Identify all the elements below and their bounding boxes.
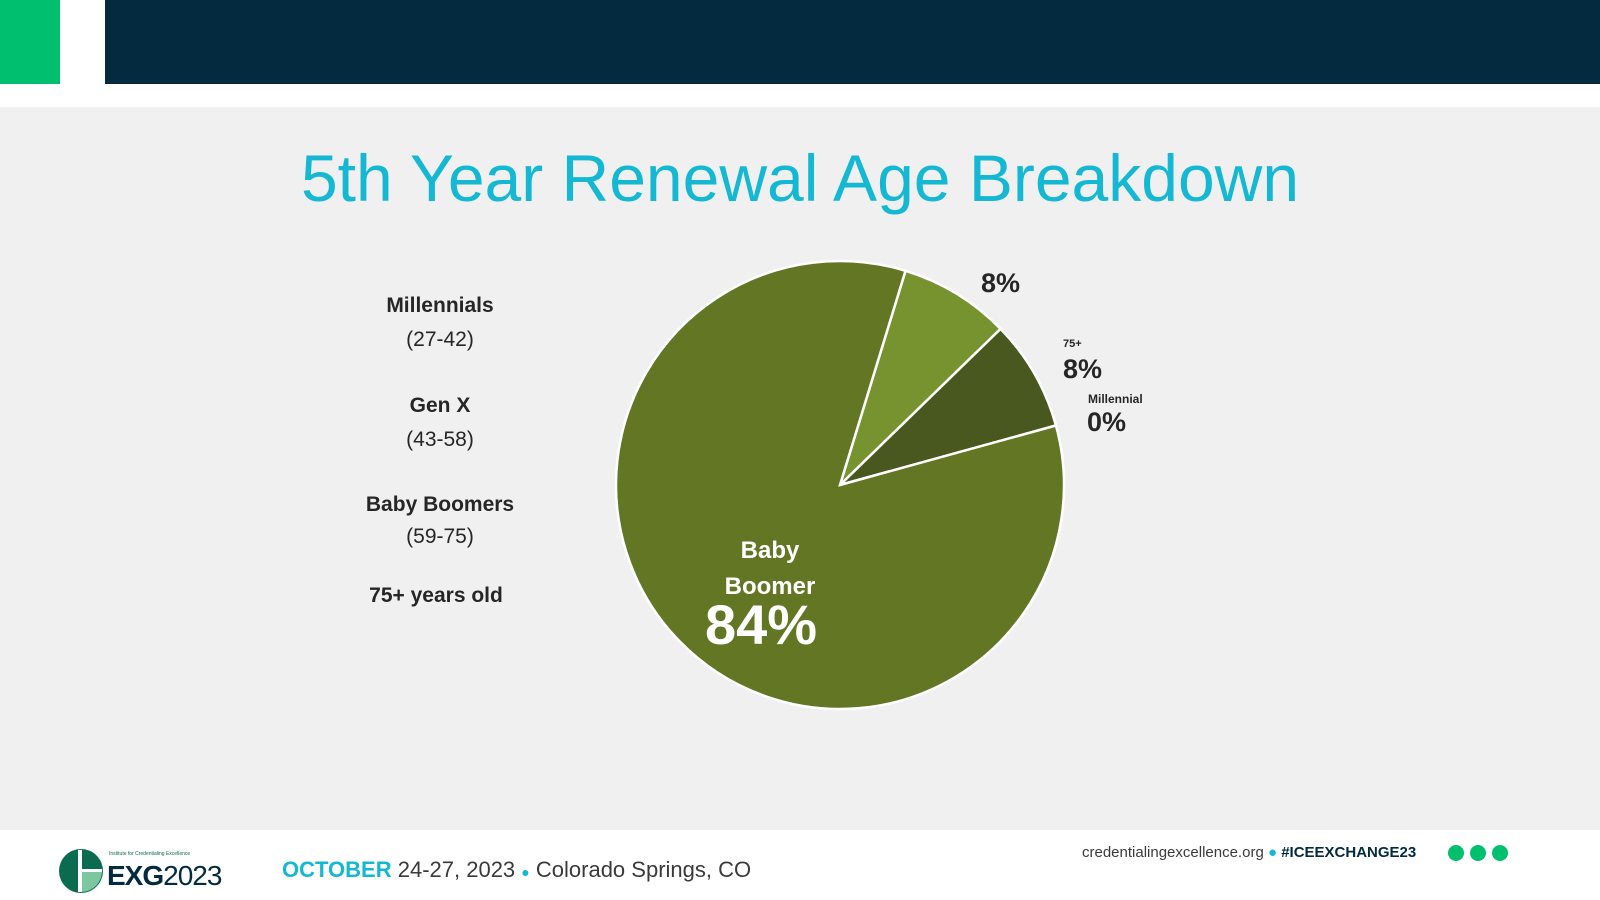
exg-logo-icon [59, 849, 103, 893]
logo-year: 2023 [163, 860, 222, 891]
slice-label-name-1: 75+ [1063, 338, 1082, 350]
pie-slice-1 [839, 327, 1058, 487]
slice-label-name-3: Baby Boomer [724, 537, 816, 600]
header-bar [105, 0, 1600, 84]
legend-millennials: Millennials [386, 294, 494, 317]
website-link[interactable]: credentialingexcellence.org [1082, 844, 1264, 861]
event-month: OCTOBER [282, 857, 392, 882]
legend-boomers-range: (59-75) [406, 525, 474, 548]
slice-label-value-1: 8% [1063, 354, 1103, 384]
event-dates: 24-27, 2023 [397, 857, 516, 882]
slice-label-value-3: 84% [705, 593, 818, 656]
pie-chart [614, 259, 1066, 711]
footer: Institute for Credentialing Excellence E… [0, 830, 1600, 900]
legend-millennials-range: (27-42) [406, 328, 474, 351]
youtube-icon[interactable] [1470, 845, 1486, 861]
slice-label-name-2: Millennial [1088, 392, 1143, 406]
pie-slice-3 [614, 259, 1066, 711]
legend-genx: Gen X [409, 394, 471, 417]
hashtag: #ICEEXCHANGE23 [1281, 844, 1417, 861]
logo-exg: EXG [107, 860, 164, 891]
legend-75plus: 75+ years old [369, 584, 503, 607]
slice-label-value-0: 8% [981, 268, 1021, 298]
legend-boomers: Baby Boomers [365, 493, 515, 516]
slice-label-value-2: 0% [1087, 407, 1127, 437]
event-location: Colorado Springs, CO [535, 857, 752, 882]
slide-title: 5th Year Renewal Age Breakdown [300, 141, 1300, 215]
logo-small-text: Institute for Credentialing Excellence [109, 851, 191, 857]
brand-accent-block [0, 0, 60, 84]
pie-slice-0 [838, 269, 1003, 486]
twitter-icon[interactable] [1448, 845, 1464, 861]
legend-genx-range: (43-58) [406, 428, 474, 451]
linkedin-icon[interactable] [1492, 845, 1508, 861]
